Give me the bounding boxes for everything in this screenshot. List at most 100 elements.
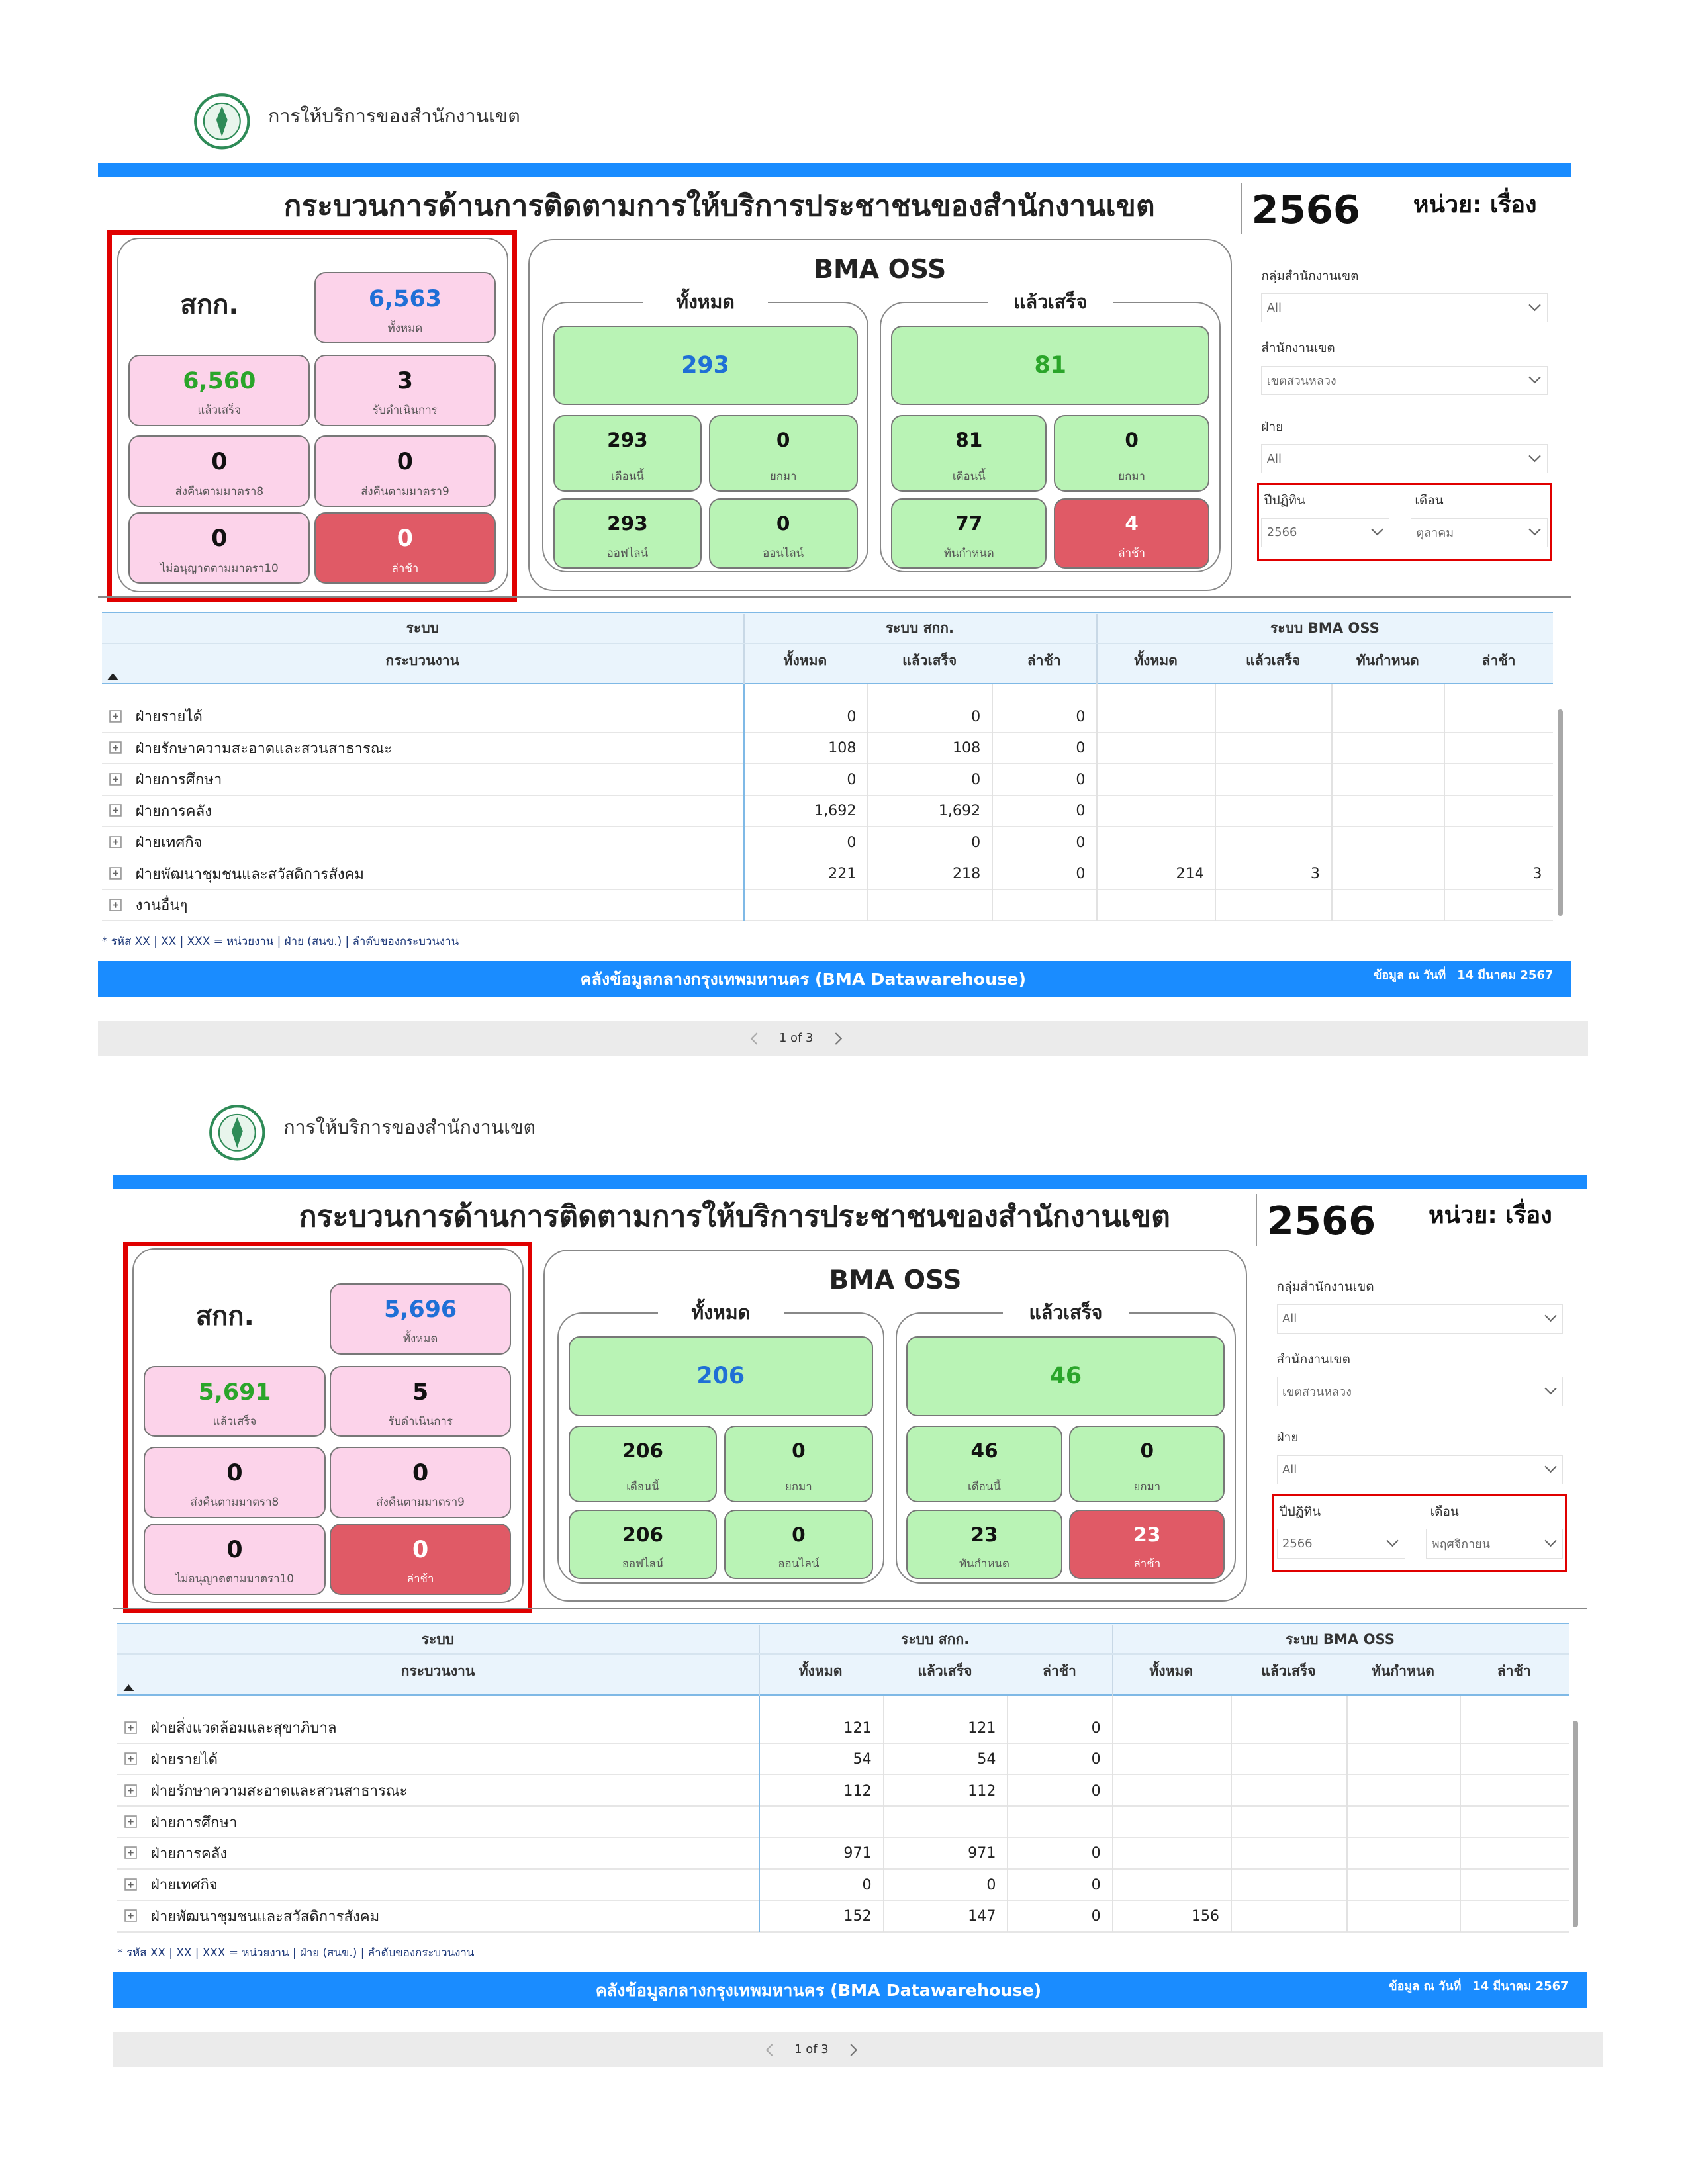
dropdown-chevron <box>1528 373 1542 387</box>
row-rule <box>117 1837 1569 1839</box>
filter-value: All <box>1266 451 1282 466</box>
cell-value: 1,692 <box>814 802 857 820</box>
separator <box>97 596 1571 598</box>
filter-dropdown[interactable] <box>1426 1529 1564 1559</box>
filter-dropdown[interactable] <box>1261 443 1548 474</box>
row-name: ฝ่ายรักษาความสะอาดและสวนสาธารณะ <box>135 739 393 757</box>
chevron <box>1544 1314 1557 1322</box>
oss-card-value: 77 <box>955 512 983 535</box>
oss-card <box>724 1509 873 1580</box>
expand-toggle-svg <box>124 1784 137 1797</box>
oss-group-title: แล้วเสร็จ <box>987 289 1113 314</box>
cell-value: 0 <box>971 770 981 788</box>
filter-dropdown[interactable] <box>1276 1377 1564 1406</box>
report-unit: หน่วย: เรื่อง <box>1429 1202 1552 1230</box>
column-header: ล่าช้า <box>1042 1662 1076 1680</box>
expand-toggle[interactable] <box>109 741 122 754</box>
oss-card-value: 0 <box>776 512 790 535</box>
filter-label: กลุ่มสำนักงานเขต <box>1276 1279 1374 1295</box>
kpi-label: ส่งคืนตามมาตรา9 <box>376 1495 465 1509</box>
filter-dropdown[interactable] <box>1261 518 1390 548</box>
column-divider <box>1459 1695 1461 1933</box>
filter-value: 2566 <box>1266 525 1297 540</box>
filter-dropdown[interactable] <box>1261 365 1548 396</box>
expand-toggle[interactable] <box>124 1815 137 1828</box>
oss-card-value: 23 <box>1133 1523 1161 1546</box>
expand-toggle[interactable] <box>124 1878 137 1891</box>
cell-value: 0 <box>986 1876 996 1893</box>
cell-value: 0 <box>1076 739 1086 757</box>
expand-toggle[interactable] <box>124 1752 137 1765</box>
expand-toggle-svg <box>124 1721 137 1734</box>
filter-value: เขตสวนหลวง <box>1266 374 1336 388</box>
kpi-value: 0 <box>211 525 228 553</box>
pager-prev[interactable] <box>749 1032 760 1046</box>
cell-value: 0 <box>1091 1751 1101 1768</box>
footer-date: 14 มีนาคม 2567 <box>1457 968 1554 983</box>
filter-value: 2566 <box>1282 1537 1313 1551</box>
column-header: ล่าช้า <box>1481 651 1516 668</box>
filter-value: พฤศจิกายน <box>1431 1537 1490 1552</box>
oss-card-label: ออฟไลน์ <box>622 1557 664 1570</box>
filter-value: All <box>1282 1312 1297 1326</box>
expand-toggle-svg <box>124 1909 137 1923</box>
kpi-label: ส่งคืนตามมาตรา9 <box>361 484 449 498</box>
expand-toggle[interactable] <box>109 773 122 786</box>
scrollbar <box>1557 709 1564 917</box>
expand-toggle[interactable] <box>109 898 122 911</box>
dropdown-chevron <box>1544 1384 1558 1398</box>
oss-card-label: ออฟไลน์ <box>606 545 649 559</box>
expand-toggle-svg <box>109 710 122 723</box>
expand-toggle-svg <box>109 898 122 911</box>
oss-card <box>553 498 702 569</box>
filter-dropdown[interactable] <box>1276 1455 1564 1484</box>
filter-dropdown[interactable] <box>1276 1304 1564 1334</box>
pager-next[interactable] <box>833 1032 844 1046</box>
oss-panel <box>528 238 1233 591</box>
chevron <box>850 2044 857 2056</box>
expand-toggle[interactable] <box>109 836 122 848</box>
kpi-card <box>314 435 496 507</box>
dropdown-chevron-svg <box>1371 528 1383 536</box>
kpi-value: 0 <box>397 449 413 476</box>
pager-next[interactable] <box>848 2043 859 2057</box>
filter-dropdown[interactable] <box>1261 293 1548 323</box>
row-name: ฝ่ายรายได้ <box>135 708 203 726</box>
row-rule <box>117 1931 1569 1933</box>
dropdown-chevron-svg <box>1528 528 1542 536</box>
sort-triangle <box>122 1684 134 1692</box>
chevron <box>1528 528 1542 536</box>
sort-indicator-svg <box>107 673 119 680</box>
pager-prev[interactable] <box>764 2043 775 2057</box>
expand-toggle-svg <box>124 1846 137 1860</box>
report-title: กระบวนการด้านการติดตามการให้บริการประชาช… <box>283 189 1155 223</box>
filter-dropdown[interactable] <box>1411 518 1548 548</box>
expand-toggle[interactable] <box>124 1721 137 1734</box>
oss-card-value: 4 <box>1125 512 1139 535</box>
cell-value: 121 <box>968 1719 996 1737</box>
filter-dropdown[interactable] <box>1276 1529 1405 1559</box>
expand-toggle[interactable] <box>109 804 122 817</box>
column-divider <box>882 1695 884 1933</box>
expand-toggle[interactable] <box>124 1784 137 1797</box>
expand-toggle[interactable] <box>109 867 122 880</box>
header-group: ระบบ BMA OSS <box>1270 619 1380 636</box>
oss-group-title: ทั้งหมด <box>657 1300 784 1326</box>
oss-main-card <box>553 325 858 405</box>
dropdown-chevron-svg <box>1528 376 1542 384</box>
oss-card-label: เดือนนี้ <box>626 1480 660 1494</box>
cell-value: 221 <box>828 865 857 883</box>
logo-svg <box>194 93 250 150</box>
expand-toggle[interactable] <box>109 710 122 723</box>
oss-card <box>1069 1509 1225 1580</box>
expand-toggle[interactable] <box>124 1846 137 1860</box>
expand-toggle[interactable] <box>124 1909 137 1923</box>
cell-value: 218 <box>952 865 981 883</box>
kpi-value: 0 <box>412 1537 429 1564</box>
row-name: ฝ่ายการคลัง <box>135 802 212 820</box>
row-name: ฝ่ายการศึกษา <box>135 771 222 789</box>
kpi-value: 5,691 <box>198 1379 271 1406</box>
header-group: ระบบ สกก. <box>901 1630 970 1647</box>
filter-label: เดือน <box>1415 493 1444 508</box>
